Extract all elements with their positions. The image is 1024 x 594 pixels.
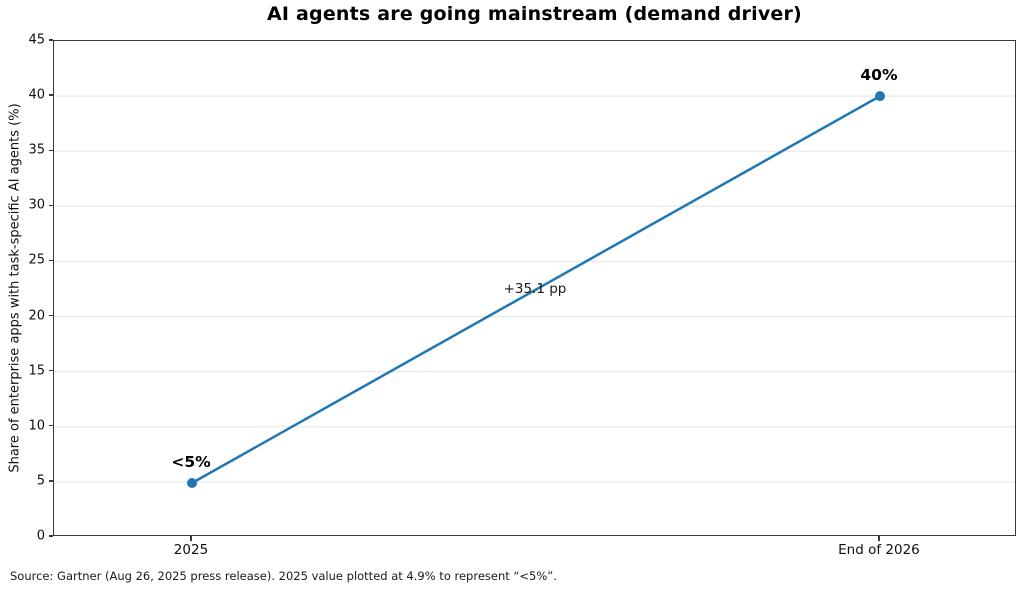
- y-tick-mark: [49, 259, 53, 262]
- x-tick-label: End of 2026: [838, 542, 920, 558]
- line-chart-svg: [54, 91, 1015, 488]
- x-tick-label: 2025: [173, 542, 209, 558]
- y-tick-label: 25: [28, 252, 45, 268]
- y-tick-label: 0: [36, 528, 45, 544]
- chart-title: AI agents are going mainstream (demand d…: [267, 3, 802, 25]
- delta-annotation: +35.1 pp: [503, 280, 567, 297]
- data-point-label: 40%: [860, 66, 898, 85]
- data-point-label: <5%: [171, 452, 211, 471]
- y-tick-mark: [49, 535, 53, 537]
- y-tick-mark: [49, 204, 53, 206]
- y-tick-mark: [49, 480, 53, 482]
- plot-area: [53, 40, 1016, 536]
- y-tick-label: 10: [28, 418, 45, 434]
- y-tick-mark: [49, 94, 53, 96]
- y-tick-label: 45: [28, 32, 45, 48]
- x-tick-mark: [190, 536, 192, 541]
- y-tick-mark: [49, 39, 53, 41]
- y-tick-label: 15: [28, 363, 45, 379]
- y-tick-mark: [49, 149, 53, 151]
- y-tick-label: 5: [36, 473, 45, 489]
- y-tick-mark: [49, 425, 53, 427]
- y-tick-label: 30: [28, 197, 45, 213]
- y-axis-label: Share of enterprise apps with task-speci…: [7, 103, 23, 473]
- data-line: [191, 95, 881, 485]
- y-tick-label: 35: [28, 142, 45, 158]
- y-tick-mark: [49, 370, 53, 372]
- data-point-marker: [874, 91, 885, 102]
- y-tick-mark: [49, 314, 53, 317]
- y-tick-label: 40: [28, 87, 45, 103]
- x-tick-mark: [878, 536, 880, 541]
- source-note: Source: Gartner (Aug 26, 2025 press rele…: [10, 569, 557, 583]
- data-point-marker: [186, 477, 197, 488]
- y-tick-label: 20: [28, 308, 45, 324]
